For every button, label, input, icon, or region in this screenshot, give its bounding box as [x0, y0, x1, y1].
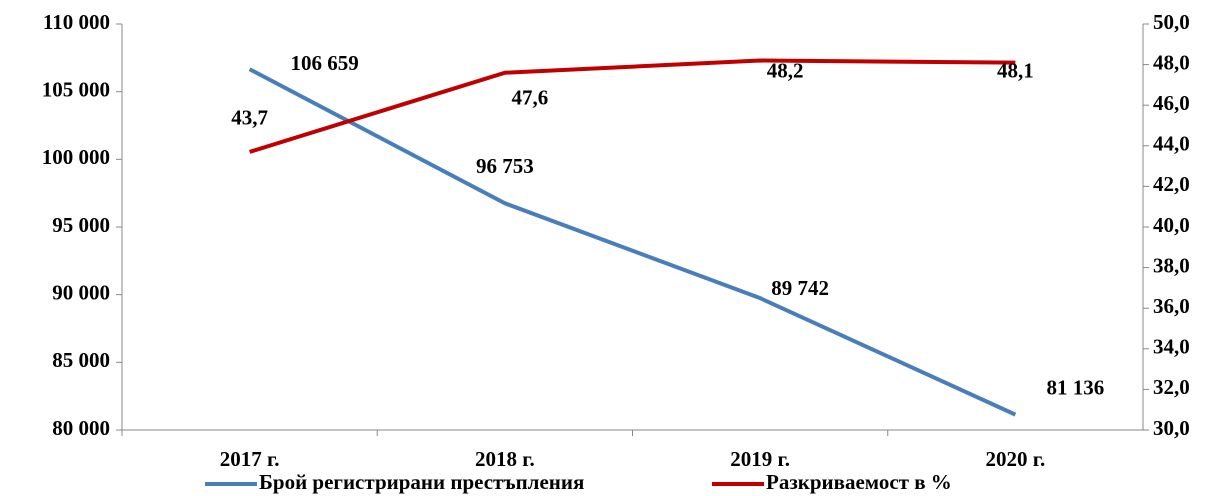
data-label: 43,7 — [231, 106, 268, 130]
y2-tick-label: 40,0 — [1153, 213, 1190, 237]
y-tick-label: 85 000 — [52, 348, 110, 372]
series-line — [248, 67, 1017, 417]
y-tick-label: 80 000 — [52, 416, 110, 440]
legend-label: Брой регистрирани престъпления — [259, 470, 584, 494]
y-tick-label: 100 000 — [42, 145, 110, 169]
data-label: 89 742 — [771, 276, 829, 300]
x-tick-label: 2017 г. — [220, 447, 280, 471]
data-label: 106 659 — [291, 51, 359, 75]
y-tick-label: 110 000 — [43, 10, 110, 34]
data-label: 96 753 — [476, 154, 534, 178]
y2-tick-label: 34,0 — [1153, 335, 1190, 359]
data-label: 47,6 — [512, 86, 549, 110]
y2-tick-label: 38,0 — [1153, 253, 1190, 277]
y2-tick-label: 44,0 — [1153, 132, 1190, 156]
y-tick-label: 90 000 — [52, 280, 110, 304]
y-tick-label: 105 000 — [42, 77, 110, 101]
y-tick-label: 95 000 — [52, 213, 110, 237]
y2-tick-label: 42,0 — [1153, 172, 1190, 196]
y2-tick-label: 50,0 — [1153, 10, 1190, 34]
data-label: 81 136 — [1047, 375, 1105, 399]
y2-tick-label: 46,0 — [1153, 91, 1190, 115]
y2-tick-label: 30,0 — [1153, 416, 1190, 440]
x-tick-label: 2020 г. — [986, 447, 1046, 471]
x-tick-label: 2019 г. — [730, 447, 790, 471]
legend-label: Разкриваемост в % — [766, 470, 952, 494]
y2-tick-label: 32,0 — [1153, 375, 1190, 399]
data-label: 48,1 — [997, 58, 1034, 82]
y2-tick-label: 36,0 — [1153, 294, 1190, 318]
series-line — [249, 58, 1016, 154]
x-tick-label: 2018 г. — [475, 447, 535, 471]
y2-tick-label: 48,0 — [1153, 50, 1190, 74]
data-label: 48,2 — [767, 58, 804, 82]
